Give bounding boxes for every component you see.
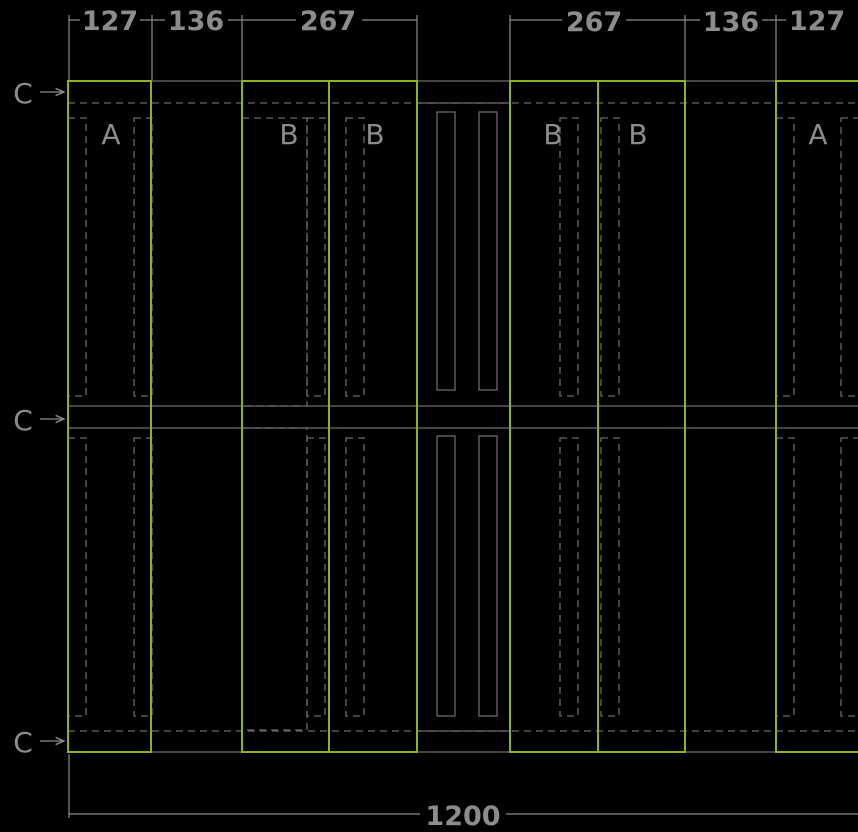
board-b-2: [329, 81, 417, 752]
board-a-right: [776, 81, 858, 752]
dimension-label: 267: [566, 7, 622, 38]
bottom-dimension: 1200: [69, 754, 858, 832]
deck-boards: [68, 81, 858, 752]
board-labels: A B B B B A: [101, 118, 827, 151]
dimension-label: 267: [300, 6, 356, 37]
board-label: B: [365, 118, 384, 151]
board-label: B: [543, 118, 562, 151]
board-a-left: [68, 81, 151, 752]
top-dimensions: 127 136 267 267 136 127: [69, 6, 845, 80]
board-label: B: [628, 118, 647, 151]
dimension-label: 127: [789, 6, 845, 37]
row-markers: C C C: [13, 77, 64, 759]
board-label: A: [101, 118, 120, 151]
board-label: B: [279, 118, 298, 151]
center-blocks: [417, 103, 510, 731]
dimension-label: 127: [82, 6, 138, 37]
board-b-1: [242, 81, 329, 752]
dimension-label: 136: [703, 7, 759, 38]
board-label: A: [808, 118, 827, 151]
board-b-3: [510, 81, 598, 752]
horizontal-lines: [68, 81, 858, 752]
board-b-4: [598, 81, 685, 752]
dimension-label: 1200: [425, 801, 500, 832]
dimension-label: 136: [168, 6, 224, 37]
row-label: C: [13, 404, 33, 437]
hidden-outlines: [68, 118, 858, 730]
row-label: C: [13, 77, 33, 110]
row-label: C: [13, 726, 33, 759]
